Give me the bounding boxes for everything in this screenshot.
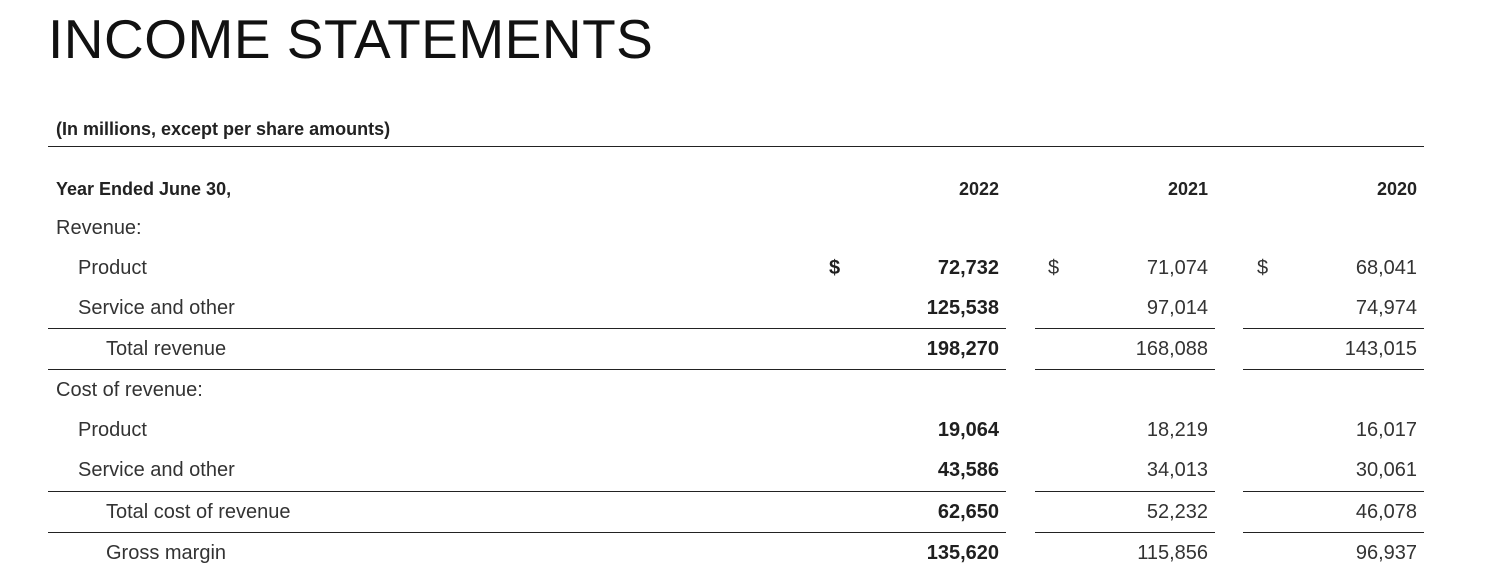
total-rule-2020 — [1243, 532, 1424, 533]
subtotal-rule-label — [48, 328, 1006, 329]
row-label-total-revenue: Total revenue — [106, 338, 227, 360]
header-year-2021: 2021 — [1167, 179, 1208, 199]
value-2022: 72,732 — [937, 257, 999, 279]
table-row: Revenue: — [0, 208, 1500, 248]
subtotal-rule-2020 — [1243, 491, 1424, 492]
subtotal-rule-2020 — [1243, 328, 1424, 329]
currency-symbol-2022: $ — [829, 257, 841, 279]
currency-symbol-2020: $ — [1257, 257, 1269, 279]
value-2020: 68,041 — [1355, 257, 1417, 279]
value-2021: 52,232 — [1146, 501, 1208, 523]
row-label-service-and-other: Service and other — [78, 459, 235, 481]
page-title: INCOME STATEMENTS — [48, 8, 654, 70]
row-label-cost-of-revenue: Cost of revenue: — [56, 379, 203, 401]
value-2022: 125,538 — [926, 297, 999, 319]
row-label-service-and-other: Service and other — [78, 297, 235, 319]
currency-symbol-2021: $ — [1048, 257, 1060, 279]
units-note: (In millions, except per share amounts) — [56, 119, 391, 139]
value-2020: 96,937 — [1355, 542, 1417, 564]
total-rule-label — [48, 532, 1006, 533]
table-row: Product 19,064 18,219 16,017 — [0, 410, 1500, 450]
row-label-product: Product — [78, 257, 147, 279]
value-2021: 71,074 — [1146, 257, 1208, 279]
total-rule-label — [48, 369, 1006, 370]
value-2021: 115,856 — [1137, 542, 1208, 564]
value-2021: 34,013 — [1146, 459, 1208, 481]
total-rule-2021 — [1035, 532, 1215, 533]
table-header-row: Year Ended June 30, 2022 2021 2020 — [0, 169, 1500, 209]
row-label-gross-margin: Gross margin — [106, 542, 227, 564]
value-2020: 46,078 — [1355, 501, 1417, 523]
total-rule-2021 — [1035, 369, 1215, 370]
table-row: Total cost of revenue 62,650 52,232 46,0… — [0, 492, 1500, 532]
total-rule-2020 — [1243, 369, 1424, 370]
value-2020: 30,061 — [1355, 459, 1417, 481]
table-row: Product $ 72,732 $ 71,074 $ 68,041 — [0, 248, 1500, 288]
table-row: Service and other 125,538 97,014 74,974 — [0, 288, 1500, 328]
table-row: Gross margin 135,620 115,856 96,937 — [0, 533, 1500, 573]
header-year-2020: 2020 — [1376, 179, 1417, 199]
row-label-product: Product — [78, 419, 147, 441]
value-2020: 16,017 — [1355, 419, 1417, 441]
value-2022: 19,064 — [937, 419, 999, 441]
value-2022: 62,650 — [937, 501, 999, 523]
value-2022: 135,620 — [926, 542, 999, 564]
table-row: Service and other 43,586 34,013 30,061 — [0, 450, 1500, 490]
subtotal-rule-2021 — [1035, 491, 1215, 492]
header-year-2022: 2022 — [958, 179, 999, 199]
value-2022: 198,270 — [926, 338, 999, 360]
units-divider — [48, 146, 1424, 147]
header-label: Year Ended June 30, — [56, 179, 232, 199]
table-row: Cost of revenue: — [0, 370, 1500, 410]
row-label-revenue: Revenue: — [56, 217, 142, 239]
value-2021: 18,219 — [1146, 419, 1208, 441]
value-2020: 74,974 — [1355, 297, 1417, 319]
value-2020: 143,015 — [1344, 338, 1417, 360]
subtotal-rule-2021 — [1035, 328, 1215, 329]
table-row: Total revenue 198,270 168,088 143,015 — [0, 329, 1500, 369]
value-2021: 168,088 — [1135, 338, 1208, 360]
row-label-total-cost-of-revenue: Total cost of revenue — [106, 501, 291, 523]
subtotal-rule-label — [48, 491, 1006, 492]
value-2021: 97,014 — [1146, 297, 1208, 319]
value-2022: 43,586 — [937, 459, 999, 481]
